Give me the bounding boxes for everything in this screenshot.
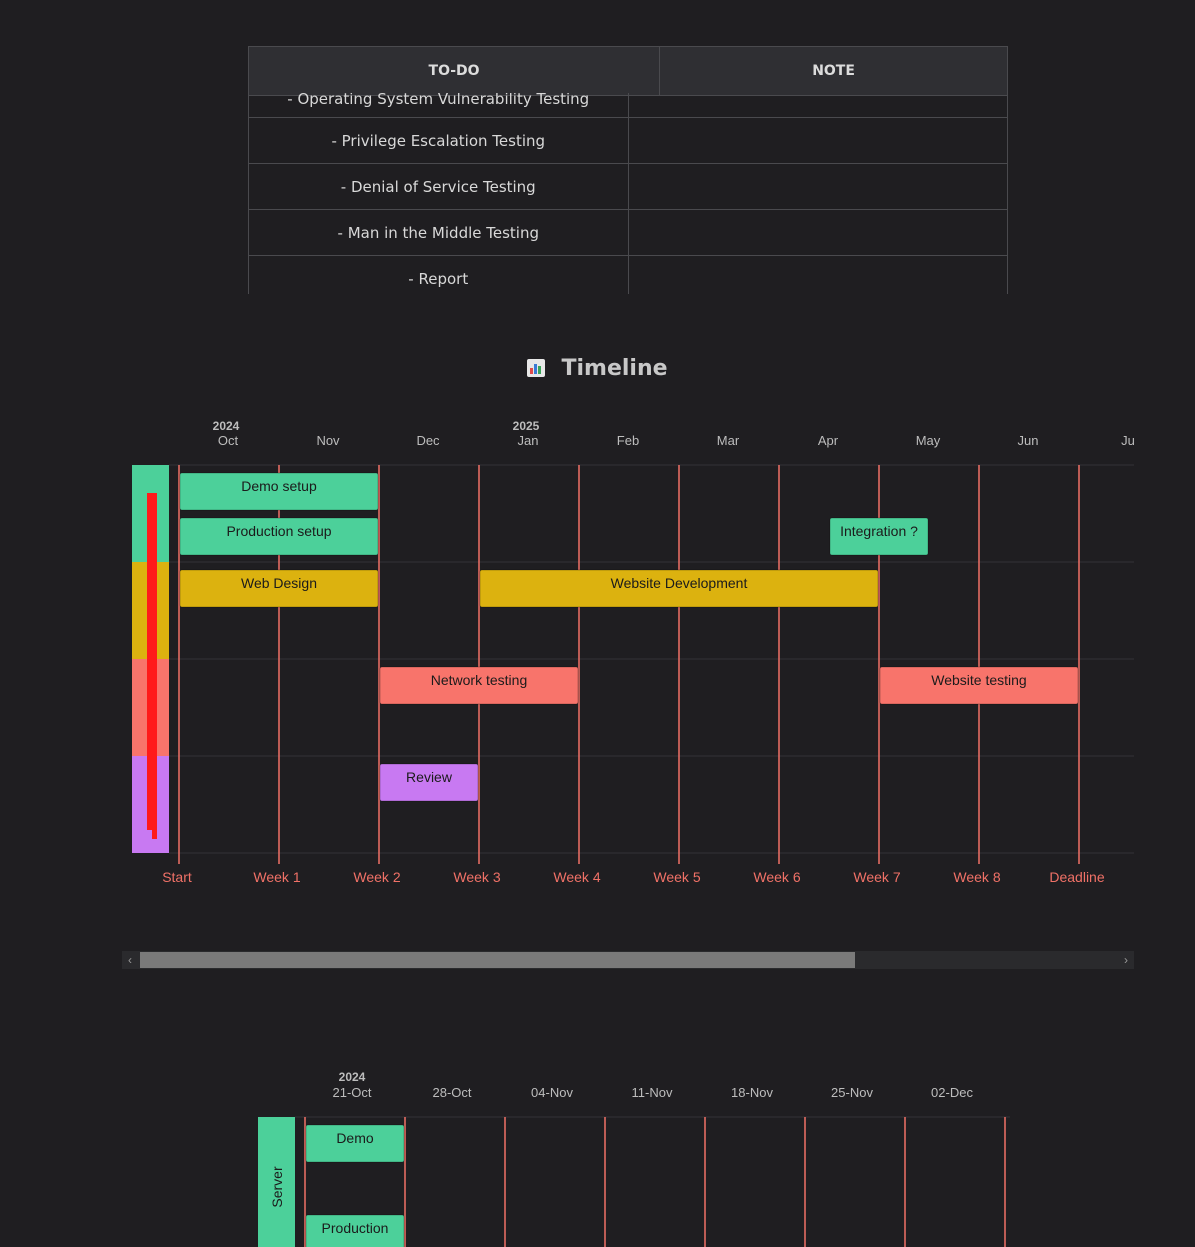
section-label: Server [269, 1166, 285, 1208]
month-label: Jun [1018, 433, 1039, 448]
task-bar [829, 517, 929, 556]
todo-table-header: TO-DO NOTE [248, 46, 1008, 96]
date-label: 02-Dec [931, 1085, 973, 1100]
scroll-left-icon[interactable]: ‹ [128, 953, 132, 967]
todo-cell: - Report [248, 255, 629, 294]
milestone-label: Start [162, 869, 192, 885]
milestone-label: Week 4 [553, 869, 600, 885]
note-column-header: NOTE [659, 46, 1008, 96]
date-label: 18-Nov [731, 1085, 773, 1100]
milestone-label: Week 5 [653, 869, 700, 885]
year-label: 2024 [339, 1070, 366, 1084]
table-row: - Denial of Service Testing [248, 163, 1008, 210]
month-label: Feb [617, 433, 639, 448]
year-label: 2024 [213, 419, 240, 433]
gantt-chart-svg: Oct Nov Dec Jan Feb Mar Apr May Jun Ju 2024 2025 Sta… [132, 419, 1134, 885]
table-row: - Operating System Vulnerability Testing [248, 93, 1008, 118]
milestone-label: Week 2 [353, 869, 400, 885]
month-label: Ju [1121, 433, 1134, 448]
date-label: 11-Nov [632, 1085, 673, 1100]
milestone-label: Week 8 [953, 869, 1000, 885]
horizontal-scrollbar[interactable]: ‹ › [122, 951, 1134, 969]
task-label: Production [322, 1220, 389, 1236]
task-label: Web Design [241, 575, 317, 591]
task-label: Demo setup [241, 478, 317, 494]
task-bar [879, 666, 1079, 705]
milestone-label: Deadline [1049, 869, 1104, 885]
task-label: Website testing [931, 672, 1026, 688]
note-cell[interactable] [627, 93, 1008, 118]
month-label: Apr [818, 433, 839, 448]
gantt-chart[interactable]: Oct Nov Dec Jan Feb Mar Apr May Jun Ju 2024 2025 Sta… [122, 410, 1134, 895]
date-label: 25-Nov [831, 1085, 873, 1100]
section-bar [258, 1117, 295, 1247]
todo-cell: - Denial of Service Testing [248, 163, 629, 210]
task-bar [305, 1124, 405, 1163]
milestone-label: Week 3 [453, 869, 500, 885]
year-label: 2025 [513, 419, 540, 433]
task-label: Production setup [226, 523, 331, 539]
scrollbar-thumb[interactable] [140, 952, 855, 968]
task-bar [179, 569, 379, 608]
task-bar [179, 472, 379, 511]
todo-column-header: TO-DO [248, 46, 661, 96]
scroll-right-icon[interactable]: › [1124, 953, 1128, 967]
todo-cell: - Privilege Escalation Testing [248, 117, 629, 164]
task-label: Integration ? [840, 523, 918, 539]
date-label: 28-Oct [432, 1085, 471, 1100]
month-label: Dec [416, 433, 440, 448]
milestone-label: Week 6 [753, 869, 800, 885]
month-label: May [916, 433, 941, 448]
red-marker [147, 493, 152, 830]
month-label: Nov [316, 433, 340, 448]
task-label: Demo [336, 1130, 374, 1146]
bar-chart-icon [527, 359, 546, 377]
note-cell[interactable] [627, 117, 1008, 164]
task-label: Website Development [611, 575, 748, 591]
month-label: Mar [717, 433, 740, 448]
todo-table: TO-DO NOTE - Operating System Vulnerabil… [248, 46, 1008, 294]
task-bar [305, 1214, 405, 1247]
task-label: Network testing [431, 672, 527, 688]
timeline-heading: Timeline [0, 356, 1195, 381]
todo-table-body[interactable]: - Operating System Vulnerability Testing… [248, 93, 1008, 294]
month-label: Jan [518, 433, 539, 448]
red-marker [152, 493, 157, 839]
date-label: 21-Oct [332, 1085, 371, 1100]
timeline-title: Timeline [561, 356, 668, 381]
note-cell[interactable] [627, 255, 1008, 294]
todo-cell: - Man in the Middle Testing [248, 209, 629, 256]
task-bar [379, 666, 579, 705]
gantt-chart-server[interactable]: 2024 21-Oct 28-Oct 04-Nov 11-Nov 18-Nov 25-Nov… [250, 1062, 1020, 1247]
table-row: - Report [248, 255, 1008, 294]
table-row: - Man in the Middle Testing [248, 209, 1008, 256]
task-label: Review [406, 769, 453, 785]
date-label: 04-Nov [531, 1085, 573, 1100]
milestone-label: Week 7 [853, 869, 900, 885]
task-bar [179, 517, 379, 556]
note-cell[interactable] [627, 209, 1008, 256]
task-bar [479, 569, 879, 608]
todo-cell: - Operating System Vulnerability Testing [248, 93, 629, 118]
milestone-label: Week 1 [253, 869, 300, 885]
task-bar [379, 763, 479, 802]
month-label: Oct [218, 433, 239, 448]
table-row: - Privilege Escalation Testing [248, 117, 1008, 164]
note-cell[interactable] [627, 163, 1008, 210]
